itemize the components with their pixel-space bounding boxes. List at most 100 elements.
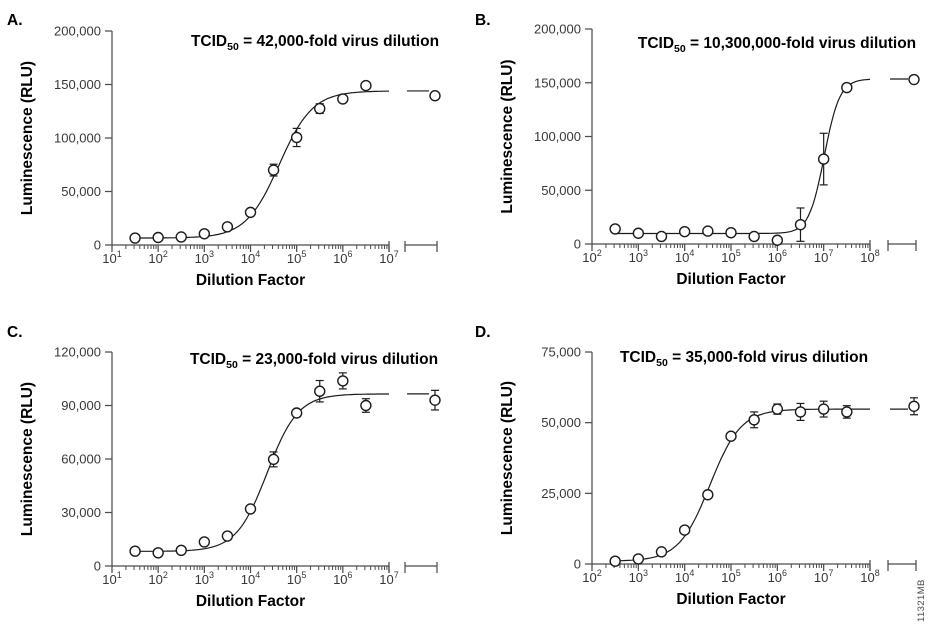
data-point [337,375,349,387]
svg-text:107: 107 [379,249,398,266]
panel-C-chart: 0 30,000 60,000 90,000 120,000 101 102 103 104 10… [7,324,441,610]
svg-text:101: 101 [102,570,121,587]
data-point [748,230,760,243]
error-bars [269,372,439,468]
svg-text:150,000: 150,000 [54,77,101,92]
data-point [702,489,714,501]
axes [585,351,871,571]
svg-text:106: 106 [333,249,352,266]
data-point [748,414,760,426]
panel-C: 0 30,000 60,000 90,000 120,000 101 102 103 104 10… [0,312,468,624]
data-point [221,221,234,233]
data-point [314,385,326,397]
data-point [817,153,830,165]
data-point [771,234,784,246]
data-point [725,227,737,239]
svg-text:0: 0 [574,557,581,572]
svg-text:102: 102 [148,570,167,587]
data-point [655,546,668,558]
svg-text:103: 103 [629,248,648,265]
svg-text:90,000: 90,000 [61,398,101,413]
panel-B: 0 50,000 100,000 150,000 200,000 102 103 104 105… [468,0,936,312]
data-point [244,503,257,515]
svg-text:105: 105 [287,249,306,266]
data-point [152,547,164,559]
data-point [655,230,668,243]
tick-labels: 0 25,000 50,000 75,000 102 103 104 105 106 107 108 [541,345,880,586]
panel-title: TCID50 = 42,000-fold virus dilution [191,33,439,53]
data-point [129,232,141,244]
panel-A: 0 50,000 100,000 150,000 200,000 101 102 103 104… [0,0,468,312]
axis-break-segment [404,562,438,573]
data-point [908,73,920,86]
svg-text:108: 108 [860,568,879,585]
data-point [632,553,645,565]
data-point [244,206,257,219]
y-axis-label: Luminescence (RLU) [19,61,36,215]
svg-text:104: 104 [675,568,694,585]
figure-id-watermark: 11321MB [916,579,927,622]
panel-title: TCID50 = 23,000-fold virus dilution [190,351,438,371]
data-point [290,131,303,144]
data-point [725,430,737,442]
fit-curve [135,393,389,552]
fit-curve [615,408,870,562]
data-point [632,227,645,239]
data-point [609,223,621,235]
svg-text:50,000: 50,000 [61,184,101,199]
data-point [337,93,349,105]
data-point [175,544,187,557]
svg-text:102: 102 [148,249,167,266]
x-axis-label: Dilution Factor [196,593,305,610]
data-point [360,79,372,92]
data-point [841,81,853,94]
svg-text:106: 106 [768,248,787,265]
data-point [841,406,853,418]
svg-text:200,000: 200,000 [54,24,101,39]
svg-text:100,000: 100,000 [54,131,101,146]
panel-letter: D. [475,324,491,341]
data-point [290,407,303,419]
data-points [129,79,441,244]
data-point [678,225,691,238]
fit-curve [615,78,871,235]
y-axis-label: Luminescence (RLU) [19,382,36,536]
data-points [609,400,920,567]
svg-text:104: 104 [675,248,694,265]
data-point [314,102,326,115]
svg-text:105: 105 [287,570,306,587]
data-point [678,524,691,536]
x-axis-label: Dilution Factor [676,591,785,608]
data-point [794,406,807,418]
svg-text:0: 0 [94,559,101,574]
svg-text:105: 105 [721,568,740,585]
axis-break-segment [404,241,438,252]
svg-text:105: 105 [721,248,740,265]
data-point [267,453,280,466]
axis-break-segment [887,240,917,251]
data-point [429,90,441,102]
data-point [221,530,234,542]
svg-text:0: 0 [574,237,581,252]
svg-text:101: 101 [102,249,121,266]
svg-text:108: 108 [860,248,879,265]
data-point [817,403,830,415]
x-axis-label: Dilution Factor [196,272,305,289]
svg-text:50,000: 50,000 [541,183,581,198]
panel-D: 0 25,000 50,000 75,000 102 103 104 105 106 107 108… [468,312,936,624]
svg-text:102: 102 [582,568,601,585]
axis-break-segment [887,560,917,571]
data-points [609,73,920,246]
panel-B-chart: 0 50,000 100,000 150,000 200,000 102 103 104 105… [475,12,920,288]
svg-text:106: 106 [768,568,787,585]
panel-letter: B. [475,12,491,29]
data-point [794,218,807,231]
svg-text:60,000: 60,000 [61,452,101,467]
data-point [198,536,211,548]
svg-text:107: 107 [814,568,833,585]
svg-text:104: 104 [241,570,260,587]
svg-text:106: 106 [333,570,352,587]
panel-letter: A. [7,12,23,29]
